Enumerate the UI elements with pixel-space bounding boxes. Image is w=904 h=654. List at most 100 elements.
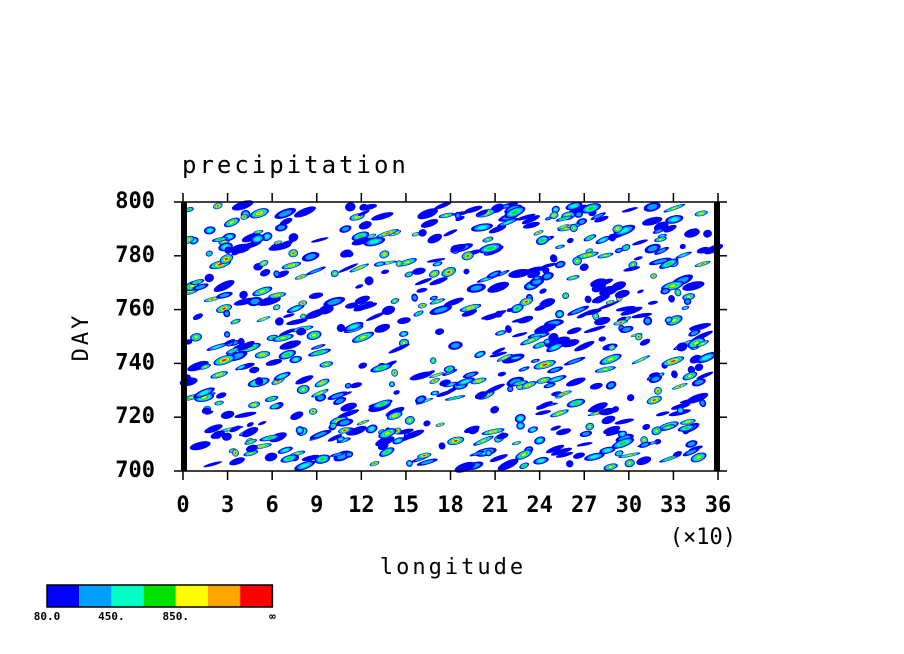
contour-blob [421,305,424,307]
contour-blob [517,315,534,324]
contour-blob [275,306,278,309]
y-tick-label: 720 [115,404,155,429]
contour-blob [465,372,476,377]
contour-blob [497,458,519,471]
contour-blob [299,276,303,278]
contour-blob [210,430,225,439]
x-tick-label: 33 [660,493,687,518]
y-tick-label: 740 [115,350,155,375]
contour-blob [274,271,279,276]
contour-blob [537,232,540,234]
contour-blob [349,324,358,329]
contour-blob [552,336,571,345]
contour-blob [256,231,260,233]
contour-blob [229,243,251,254]
contour-blob [571,307,585,314]
contour-blob [388,343,410,354]
contour-blob [264,452,278,462]
contour-blob [572,226,575,230]
contour-blob [685,299,690,304]
contour-blob [203,461,223,468]
x-tick-label: 9 [310,493,323,518]
contour-blob [289,264,294,267]
contour-blob [260,353,265,356]
contour-blob [696,246,710,254]
contour-blob [680,253,688,257]
contour-blob [477,225,487,230]
contour-blob [381,269,390,275]
contour-blob [222,307,226,310]
contour-blob [668,295,675,303]
contour-blob [315,351,324,354]
contour-blob [545,340,549,343]
contour-blob [378,402,386,406]
contour-blob [301,454,321,462]
contour-blob [537,343,543,347]
contour-blob [524,300,528,303]
contour-blob [521,215,540,225]
x-multiplier: (×10) [670,525,736,550]
contour-blob [517,416,523,421]
contour-blob [601,415,616,425]
contour-blob [557,412,562,415]
contour-blob [486,238,490,241]
contour-blob [694,363,704,371]
contour-blob [423,420,431,427]
contour-blob [541,379,546,382]
contour-blob [339,420,350,425]
contour-blob [277,225,286,230]
x-tick-label: 21 [482,493,509,518]
contour-blob [487,281,510,293]
contour-blob [351,236,371,246]
contour-blob [187,360,209,372]
contour-blob [647,300,659,305]
contour-blob [354,295,370,305]
contour-blob [377,366,385,370]
contour-blob [278,210,292,217]
contour-blob [245,444,258,453]
y-tick-label: 760 [115,297,155,322]
contour-blob [511,210,519,215]
contour-blob [336,323,346,333]
contour-blob [644,318,651,324]
colorbar-box [111,585,144,607]
x-tick-label: 27 [571,493,598,518]
colorbar-box [240,585,273,607]
contour-blob [192,313,203,320]
contour-blob [217,402,221,404]
contour-blob [684,228,700,238]
contour-blob [210,298,214,300]
contour-blob [447,367,452,371]
contour-blob [443,297,464,307]
contour-blob [584,295,592,304]
contour-blob [498,331,504,335]
contour-blob [194,336,198,339]
contour-blob [301,302,304,304]
contour-blob [557,262,564,267]
contour-blob [522,221,540,229]
contour-blob [373,463,376,465]
contour-blob [603,425,621,435]
contour-blob [283,313,295,318]
contour-blob [669,284,676,288]
contour-blob [539,298,556,308]
contour-blob [687,374,692,378]
contour-blob [619,321,623,324]
contour-blob [317,395,325,401]
contour-blob [199,390,209,396]
contour-blob [652,275,655,277]
contour-blob [332,453,343,456]
contour-blob [417,208,438,220]
contour-blob [355,216,359,218]
contour-blob [463,425,480,434]
contour-blob [535,410,552,416]
contour-blob [217,263,223,266]
contour-blob [598,407,616,416]
chart-title: precipitation [182,151,409,179]
contour-blob [370,235,373,237]
contour-blob [489,454,508,463]
contour-blob [358,221,372,230]
contour-blob [557,312,562,316]
colorbar-box [208,585,241,607]
x-tick-label: 3 [221,493,234,518]
